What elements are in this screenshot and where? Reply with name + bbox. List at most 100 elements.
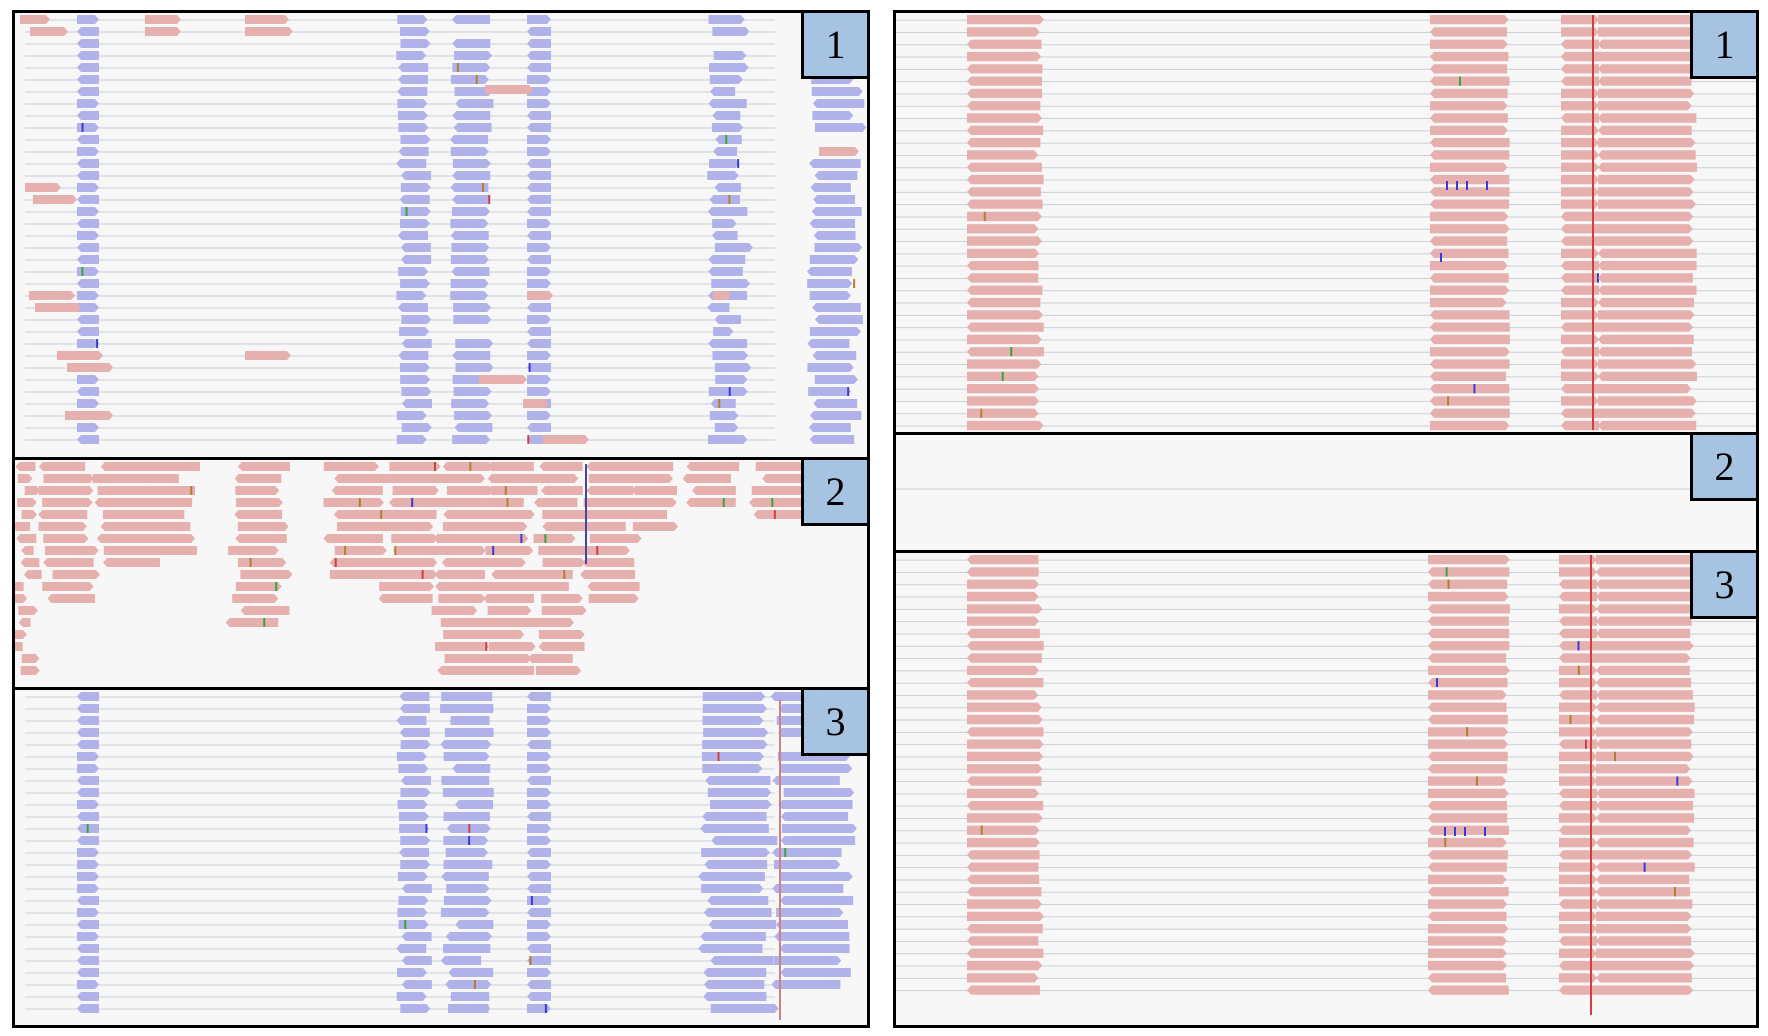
read (527, 654, 573, 663)
read (1430, 261, 1508, 271)
read (235, 534, 287, 543)
read (967, 138, 1041, 148)
read (331, 486, 383, 495)
mismatch-mark (1674, 887, 1677, 897)
read (702, 764, 763, 773)
read (702, 812, 767, 821)
read (1430, 273, 1509, 283)
read (455, 728, 494, 737)
read (386, 558, 438, 567)
read (389, 462, 441, 471)
read (1428, 739, 1509, 749)
read (703, 728, 769, 737)
read (450, 75, 489, 84)
read (77, 75, 99, 84)
read (1561, 64, 1599, 74)
read (237, 558, 287, 567)
read (1428, 862, 1507, 872)
read (435, 642, 489, 651)
read (487, 606, 532, 615)
read (1428, 641, 1510, 651)
read (1430, 187, 1510, 197)
read (967, 628, 1040, 639)
read (1430, 359, 1510, 369)
read (967, 825, 1040, 835)
read (708, 99, 747, 108)
read (808, 423, 851, 432)
read (240, 606, 290, 615)
read (527, 692, 551, 701)
read (401, 315, 432, 324)
mismatch-mark (425, 824, 428, 833)
read (527, 15, 551, 24)
read (527, 75, 551, 84)
read (15, 630, 27, 639)
mismatch-mark (983, 211, 986, 222)
read (1559, 985, 1597, 995)
read (967, 174, 1044, 185)
read (1596, 702, 1695, 712)
read (455, 99, 494, 108)
read (783, 788, 855, 797)
mismatch-mark (1447, 396, 1450, 406)
read (240, 570, 293, 579)
read (401, 956, 432, 965)
read (245, 15, 289, 24)
read (541, 606, 587, 615)
read (400, 243, 431, 252)
read (401, 399, 432, 408)
read (1430, 199, 1510, 209)
read (967, 579, 1039, 589)
read (77, 764, 99, 773)
read (399, 219, 430, 228)
read (527, 423, 551, 432)
read (392, 546, 447, 555)
read (236, 498, 283, 507)
read (434, 570, 486, 579)
read (450, 716, 489, 725)
read (1428, 837, 1507, 848)
read (1598, 396, 1697, 406)
read (391, 534, 438, 543)
read (1430, 396, 1510, 406)
mismatch-mark (529, 956, 532, 965)
read (586, 462, 632, 471)
read (967, 125, 1044, 135)
read (454, 411, 493, 420)
read (434, 546, 486, 555)
read (77, 872, 99, 881)
read (1598, 408, 1696, 418)
read (452, 944, 491, 953)
read (323, 534, 383, 543)
mismatch-mark (728, 195, 731, 204)
left-track-1-reads (20, 15, 867, 444)
read (527, 980, 551, 989)
read (538, 630, 585, 639)
read (1559, 653, 1597, 663)
read (396, 752, 427, 761)
read (480, 534, 529, 543)
read (397, 968, 428, 977)
read (811, 207, 862, 216)
read (77, 423, 99, 432)
read (400, 836, 431, 845)
read (812, 303, 861, 312)
left-track-2-reads (15, 462, 811, 675)
read (452, 351, 491, 360)
read (77, 932, 99, 941)
read (77, 375, 99, 384)
read (25, 183, 61, 192)
read (713, 51, 747, 60)
mismatch-mark (1473, 384, 1476, 394)
mismatch-mark (1676, 776, 1679, 786)
read (1596, 665, 1690, 675)
read (967, 555, 1039, 565)
read (485, 85, 533, 94)
read (1559, 801, 1597, 811)
mismatch-mark (249, 558, 252, 567)
read (67, 363, 113, 372)
read (1598, 248, 1697, 258)
read (1559, 948, 1597, 958)
read (1559, 604, 1597, 614)
read (967, 199, 1043, 209)
